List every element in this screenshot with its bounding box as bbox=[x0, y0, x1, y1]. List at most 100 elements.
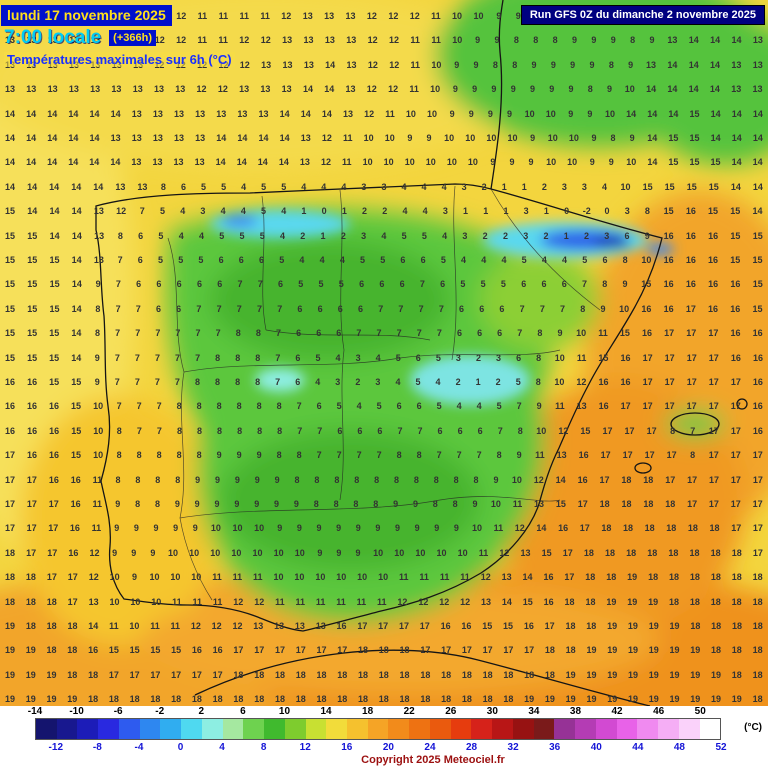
colorbar-cell bbox=[284, 719, 306, 739]
temp-value: 7 bbox=[690, 425, 696, 436]
temp-value: 5 bbox=[239, 230, 245, 241]
temp-value: 15 bbox=[49, 352, 60, 363]
temp-value: 16 bbox=[663, 255, 674, 265]
temp-value: 17 bbox=[752, 547, 763, 558]
temp-value: 18 bbox=[752, 572, 763, 583]
colorbar-labels-bottom: -12 -8 -4 0 4 8 12 16 20 24 28 32 36 40 44 48 52 bbox=[35, 742, 727, 753]
temp-value: 18 bbox=[666, 523, 677, 534]
temp-value: 10 bbox=[436, 547, 447, 558]
temp-value: 18 bbox=[689, 596, 700, 607]
grid-row: 13 13 13 13 13 13 13 13 13 12 12 13 13 13 14 14 13 12 12 11… bbox=[0, 84, 768, 94]
temp-value: 5 bbox=[496, 401, 502, 412]
temp-value: 8 bbox=[587, 84, 593, 95]
temp-value: 7 bbox=[516, 401, 522, 412]
temp-value: 17 bbox=[562, 547, 573, 558]
temp-value: 7 bbox=[517, 328, 523, 339]
temp-value: 17 bbox=[642, 401, 653, 412]
colorbar-cell bbox=[512, 719, 534, 739]
temp-value: 14 bbox=[47, 108, 58, 119]
colorbar-cell bbox=[222, 719, 244, 739]
temp-value: 7 bbox=[275, 328, 281, 339]
temp-value: 16 bbox=[558, 523, 569, 534]
temp-value: 10 bbox=[210, 523, 221, 534]
temp-value: 10 bbox=[170, 572, 181, 583]
temp-value: 6 bbox=[337, 425, 343, 436]
temp-value: 15 bbox=[710, 157, 721, 168]
temp-value: 4 bbox=[241, 181, 247, 192]
scale-tick-label: 38 bbox=[569, 706, 582, 717]
temp-value: 15 bbox=[71, 425, 82, 436]
temp-value: 14 bbox=[688, 59, 699, 70]
temp-value: 12 bbox=[366, 84, 377, 95]
temp-value: 17 bbox=[254, 645, 265, 656]
temp-value: 5 bbox=[219, 230, 225, 241]
temp-value: 9 bbox=[394, 523, 400, 534]
temp-value: 17 bbox=[398, 621, 409, 631]
temp-value: 9 bbox=[355, 547, 361, 558]
temp-value: 15 bbox=[5, 352, 16, 363]
copyright-text: Copyright 2025 Meteociel.fr bbox=[361, 754, 505, 766]
temp-value: 6 bbox=[295, 352, 301, 363]
temp-value: 17 bbox=[664, 352, 675, 363]
temp-value: 13 bbox=[731, 84, 742, 95]
temp-value: 19 bbox=[586, 669, 597, 680]
temp-value: 10 bbox=[252, 547, 263, 558]
temp-value: 17 bbox=[577, 499, 588, 509]
temp-value: 18 bbox=[544, 645, 555, 656]
temp-value: 16 bbox=[461, 621, 472, 631]
temp-value: 7 bbox=[317, 425, 323, 436]
temp-value: 15 bbox=[730, 206, 741, 217]
temp-value: 4 bbox=[421, 181, 427, 192]
colorbar-cell bbox=[409, 719, 430, 739]
temp-value: 10 bbox=[189, 547, 200, 558]
temp-value: 7 bbox=[117, 255, 123, 265]
temp-value: 8 bbox=[235, 352, 241, 363]
temp-value: 13 bbox=[345, 11, 356, 21]
colorbar-labels-top: -14 -10 -6 -2 2 6 10 14 18 22 26 30 34 38 42 46 50 bbox=[28, 706, 721, 717]
temp-value: 7 bbox=[356, 450, 362, 461]
temp-value: 14 bbox=[667, 84, 678, 95]
temp-value: 19 bbox=[607, 645, 618, 656]
temp-value: 13 bbox=[174, 133, 185, 143]
temp-value: 9 bbox=[317, 547, 323, 558]
temp-value: 3 bbox=[375, 377, 381, 387]
temp-value: 15 bbox=[27, 328, 38, 339]
temp-value: 6 bbox=[602, 255, 608, 265]
temp-value: 18 bbox=[67, 621, 78, 631]
scale-tick-label: 10 bbox=[278, 706, 291, 717]
temp-value: 14 bbox=[731, 108, 742, 119]
temp-value: 10 bbox=[620, 181, 631, 192]
temp-value: 19 bbox=[711, 669, 722, 680]
temp-value: 13 bbox=[173, 157, 184, 168]
temp-value: 16 bbox=[708, 255, 719, 265]
temp-value: 14 bbox=[522, 572, 533, 583]
temp-value: 18 bbox=[482, 694, 493, 705]
temp-value: 5 bbox=[261, 181, 267, 192]
temp-value: 11 bbox=[150, 621, 160, 631]
temp-value: 9 bbox=[453, 523, 459, 534]
temp-value: 8 bbox=[256, 401, 262, 412]
temp-value: 12 bbox=[254, 596, 265, 607]
temp-value: 13 bbox=[68, 84, 79, 95]
temp-value: 9 bbox=[591, 35, 597, 46]
temp-value: 8 bbox=[333, 499, 339, 509]
temp-value: 18 bbox=[108, 694, 119, 705]
temp-value: 6 bbox=[218, 255, 224, 265]
temp-value: 5 bbox=[221, 181, 227, 192]
temp-value: 9 bbox=[493, 474, 499, 485]
temp-value: 9 bbox=[274, 474, 280, 485]
temp-value: 7 bbox=[156, 425, 162, 436]
temp-value: 17 bbox=[752, 474, 763, 485]
temp-value: 5 bbox=[315, 352, 321, 363]
temp-value: 10 bbox=[362, 157, 373, 168]
temp-value: 12 bbox=[196, 84, 207, 95]
scale-tick-label: 26 bbox=[445, 706, 457, 717]
temp-value: 8 bbox=[353, 499, 359, 509]
temp-value: 9 bbox=[214, 474, 220, 485]
grid-row: 18 18 17 17 12 10 9 10 10 10 11 11 11 10 10 10 10 10 10 11 1… bbox=[0, 572, 768, 582]
temp-value: 19 bbox=[25, 669, 36, 680]
temp-value: 9 bbox=[472, 84, 478, 95]
temp-value: 7 bbox=[436, 328, 442, 339]
temp-value: 15 bbox=[522, 596, 533, 607]
temp-value: 11 bbox=[342, 157, 352, 168]
